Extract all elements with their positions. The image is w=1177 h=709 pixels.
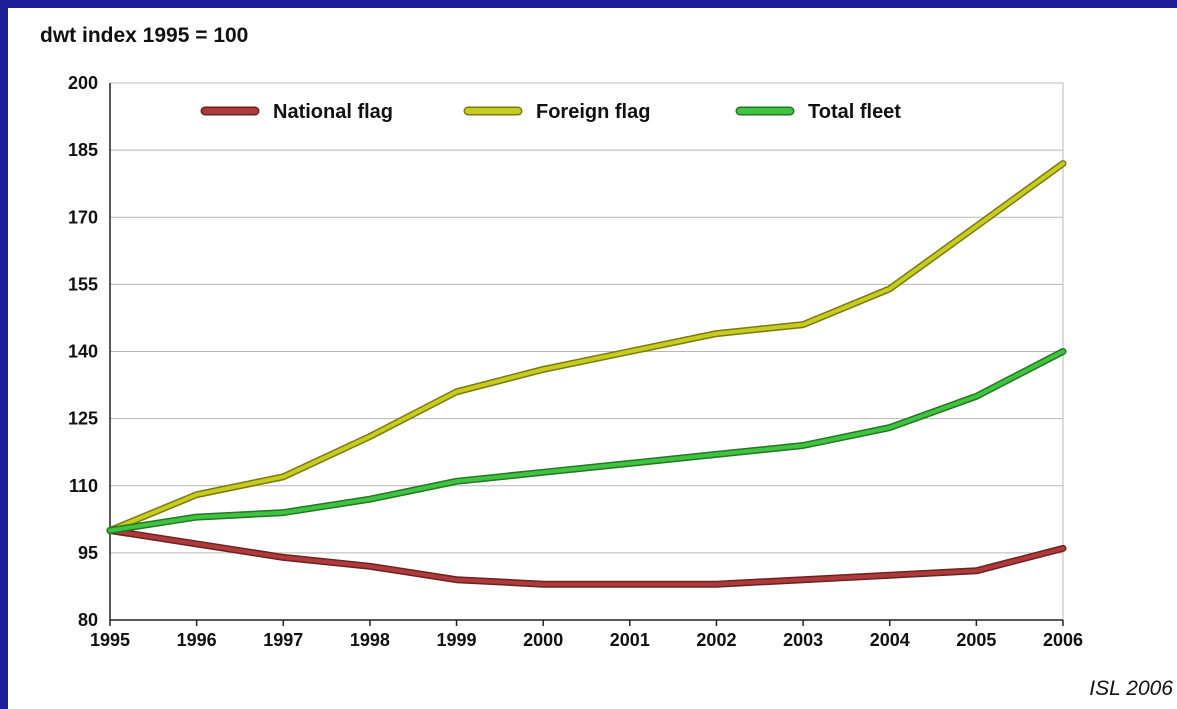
x-tick-labels: 1995 1996 1997 1998 1999 2000 2001 2002 2003 2004… — [90, 630, 1083, 650]
series-line-shadow-foreign-flag — [106, 160, 1067, 534]
series-line-shadow-total-fleet — [106, 348, 1067, 534]
y-tick-labels: 80 95 110 125 140 155 170 185 200 — [68, 73, 98, 630]
x-tick-label: 2003 — [783, 630, 823, 650]
x-tick-label: 2004 — [870, 630, 910, 650]
x-tick-label: 2000 — [523, 630, 563, 650]
y-tick-label: 185 — [68, 140, 98, 160]
x-tick-label: 1996 — [177, 630, 217, 650]
chart-title: dwt index 1995 = 100 — [40, 24, 249, 47]
series-line-national-flag — [108, 528, 1065, 587]
axes — [109, 83, 1064, 626]
source-note: ISL 2006 — [1089, 677, 1173, 700]
x-tick-label: 2002 — [696, 630, 736, 650]
legend-label-national-flag: National flag — [273, 101, 393, 123]
legend: National flag Foreign flag Total fleet — [200, 101, 901, 123]
y-tick-label: 155 — [68, 274, 98, 294]
series-line-foreign-flag — [108, 161, 1065, 533]
series-lines — [106, 160, 1067, 588]
x-tick-label: 1998 — [350, 630, 390, 650]
y-tick-label: 125 — [68, 409, 98, 429]
x-tick-label: 2006 — [1043, 630, 1083, 650]
x-tick-label: 1997 — [263, 630, 303, 650]
y-tick-label: 200 — [68, 73, 98, 93]
x-tick-label: 2005 — [956, 630, 996, 650]
legend-label-foreign-flag: Foreign flag — [536, 101, 650, 123]
series-line-total-fleet — [108, 349, 1065, 533]
legend-label-total-fleet: Total fleet — [808, 101, 901, 123]
y-tick-label: 80 — [78, 610, 98, 630]
x-tick-label: 1999 — [437, 630, 477, 650]
y-tick-label: 95 — [78, 543, 98, 563]
grid-lines — [110, 82, 1064, 621]
x-tick-label: 2001 — [610, 630, 650, 650]
y-tick-label: 170 — [68, 207, 98, 227]
series-line-shadow-national-flag — [106, 527, 1067, 588]
x-tick-label: 1995 — [90, 630, 130, 650]
y-tick-label: 110 — [69, 476, 98, 496]
y-tick-label: 140 — [68, 342, 98, 362]
